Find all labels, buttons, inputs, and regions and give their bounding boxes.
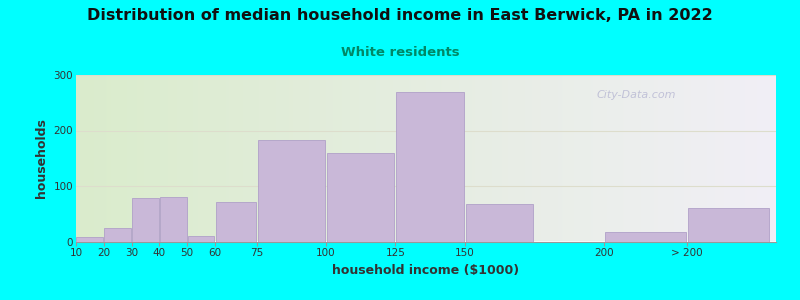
Bar: [187, 236, 214, 242]
Bar: [397, 92, 464, 242]
Text: Distribution of median household income in East Berwick, PA in 2022: Distribution of median household income …: [87, 8, 713, 22]
Bar: [466, 204, 534, 242]
Bar: [160, 197, 186, 242]
Bar: [258, 140, 325, 242]
Bar: [132, 198, 159, 242]
X-axis label: household income ($1000): household income ($1000): [333, 264, 519, 277]
Text: City-Data.com: City-Data.com: [596, 90, 676, 100]
Bar: [605, 232, 686, 242]
Bar: [688, 208, 769, 242]
Y-axis label: households: households: [35, 118, 48, 198]
Bar: [327, 153, 394, 242]
Bar: [215, 202, 256, 242]
Bar: [104, 228, 131, 242]
Text: White residents: White residents: [341, 46, 459, 59]
Bar: [77, 237, 103, 242]
